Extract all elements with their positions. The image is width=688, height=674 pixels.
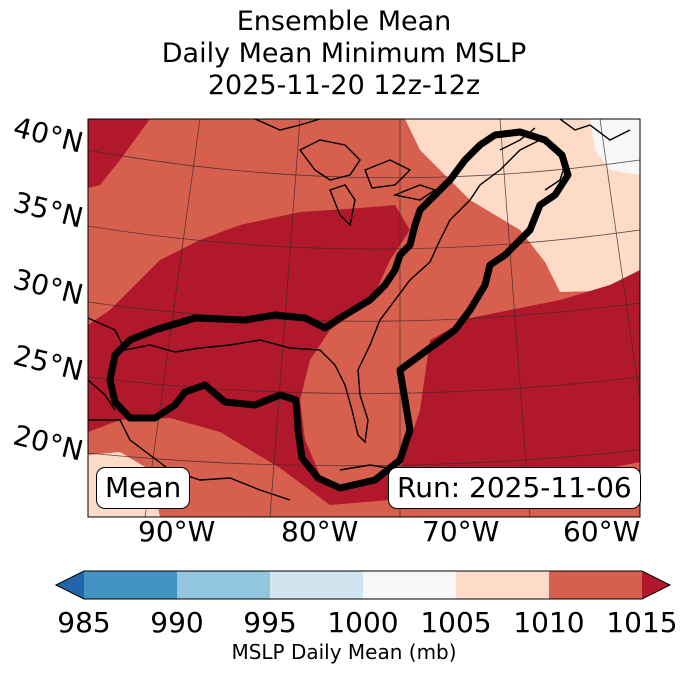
colorbar-tick-1010: 1010 xyxy=(513,606,585,639)
lon-label-60w: 60°W xyxy=(563,515,641,548)
contour-line xyxy=(106,128,572,492)
colorbar xyxy=(54,570,672,600)
pressure-field-over-nw xyxy=(88,119,150,188)
map-area xyxy=(88,119,640,517)
colorbar-over-arrow xyxy=(642,571,670,599)
mean-badge: Mean xyxy=(96,467,191,509)
lon-label-80w: 80°W xyxy=(281,515,359,548)
colorbar-tick-1015: 1015 xyxy=(606,606,678,639)
colorbar-tick-985: 985 xyxy=(57,606,111,639)
colorbar-segment-1010 xyxy=(549,571,642,599)
colorbar-segment-1000 xyxy=(363,571,456,599)
colorbar-segment-985 xyxy=(84,571,177,599)
lon-label-70w: 70°W xyxy=(422,515,500,548)
colorbar-under-arrow xyxy=(56,571,84,599)
colorbar-tick-995: 995 xyxy=(243,606,297,639)
colorbar-segment-995 xyxy=(270,571,363,599)
pressure-field-over-main xyxy=(88,205,640,505)
title-line-3: 2025-11-20 12z-12z xyxy=(207,70,481,101)
colorbar-tick-1000: 1000 xyxy=(327,606,399,639)
pressure-field-1000-ne xyxy=(590,119,640,175)
title-line-1: Ensemble Mean xyxy=(236,6,452,37)
colorbar-segment-1005 xyxy=(456,571,549,599)
title-line-2: Daily Mean Minimum MSLP xyxy=(161,38,527,69)
colorbar-tick-990: 990 xyxy=(150,606,204,639)
colorbar-tick-1005: 1005 xyxy=(420,606,492,639)
run-date-badge: Run: 2025-11-06 xyxy=(388,467,641,509)
colorbar-segment-990 xyxy=(177,571,270,599)
colorbar-label: MSLP Daily Mean (mb) xyxy=(231,640,457,664)
lon-label-90w: 90°W xyxy=(138,515,216,548)
map-frame xyxy=(87,118,641,518)
